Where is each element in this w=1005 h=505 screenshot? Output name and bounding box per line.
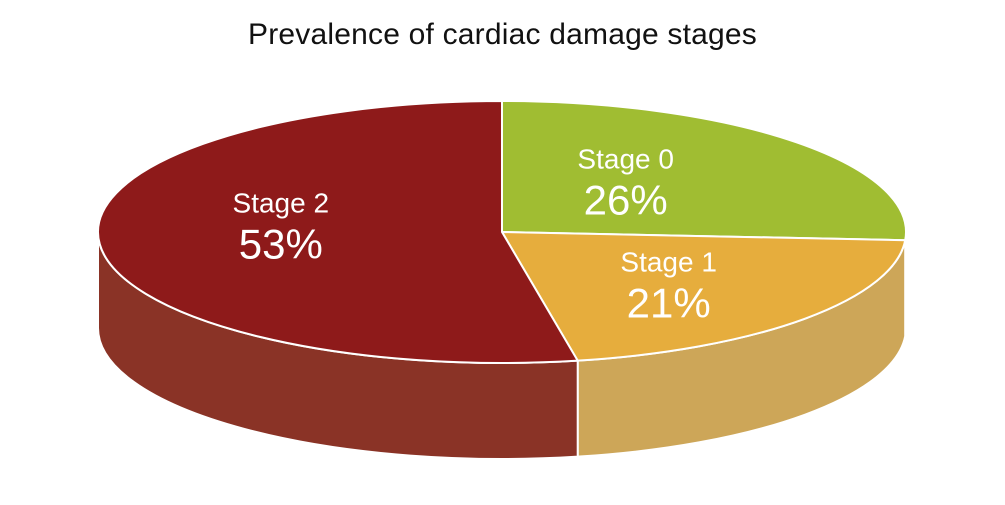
pie-slice-stage-2 xyxy=(97,99,580,364)
slice-value-stage-0: 26% xyxy=(584,177,668,224)
pie-tops xyxy=(97,99,907,364)
slice-label-stage-2: Stage 2 xyxy=(233,187,330,218)
slice-value-stage-1: 21% xyxy=(627,280,711,327)
chart-title: Prevalence of cardiac damage stages xyxy=(248,18,757,51)
slice-value-stage-2: 53% xyxy=(239,220,323,267)
slice-label-stage-0: Stage 0 xyxy=(577,144,674,175)
pie-slice-stage-1 xyxy=(500,230,907,362)
pie-labels: Stage 026% Stage 121% Stage 253% xyxy=(233,144,717,327)
slice-label-stage-1: Stage 1 xyxy=(620,247,717,278)
pie-slice-stage-0 xyxy=(501,99,907,242)
